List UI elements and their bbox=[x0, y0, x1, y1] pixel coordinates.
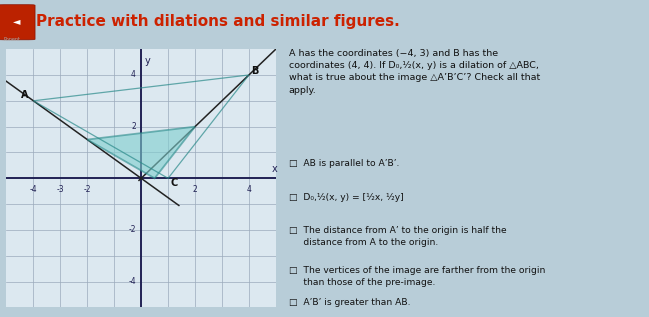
Text: □  A’B’ is greater than AB.: □ A’B’ is greater than AB. bbox=[289, 298, 410, 307]
Text: -2: -2 bbox=[84, 185, 91, 194]
Text: 4: 4 bbox=[131, 70, 136, 80]
Text: A: A bbox=[21, 90, 28, 100]
Text: Practice with dilations and similar figures.: Practice with dilations and similar figu… bbox=[36, 14, 399, 29]
Text: C: C bbox=[171, 178, 178, 188]
Text: □  D₀,¹⁄₂(x, y) = [¹⁄₂x, ¹⁄₂y]: □ D₀,¹⁄₂(x, y) = [¹⁄₂x, ¹⁄₂y] bbox=[289, 192, 404, 202]
Text: y: y bbox=[144, 55, 150, 66]
Text: □  AB is parallel to A’B’.: □ AB is parallel to A’B’. bbox=[289, 159, 399, 168]
Text: ◄: ◄ bbox=[12, 16, 20, 26]
Text: -3: -3 bbox=[56, 185, 64, 194]
Text: □  The vertices of the image are farther from the origin
     than those of the : □ The vertices of the image are farther … bbox=[289, 266, 545, 287]
Text: 2: 2 bbox=[193, 185, 197, 194]
Text: 4: 4 bbox=[247, 185, 251, 194]
Text: -4: -4 bbox=[30, 185, 37, 194]
FancyBboxPatch shape bbox=[0, 5, 35, 40]
Text: -4: -4 bbox=[128, 277, 136, 286]
Text: 2: 2 bbox=[131, 122, 136, 131]
Text: A has the coordinates (−4, 3) and B has the
coordinates (4, 4). If D₀,¹⁄₂(x, y) : A has the coordinates (−4, 3) and B has … bbox=[289, 49, 540, 94]
Text: -2: -2 bbox=[129, 225, 136, 235]
Text: □  The distance from A’ to the origin is half the
     distance from A to the or: □ The distance from A’ to the origin is … bbox=[289, 226, 506, 247]
Polygon shape bbox=[87, 127, 195, 178]
Text: B: B bbox=[252, 66, 259, 76]
Text: x: x bbox=[272, 164, 278, 174]
Text: Ponent: Ponent bbox=[4, 37, 21, 42]
